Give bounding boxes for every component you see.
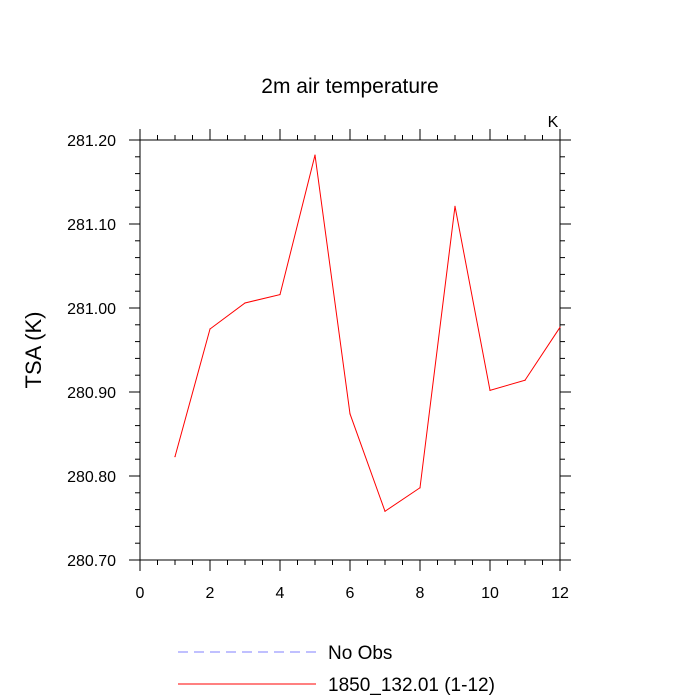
- axis-ticks: [129, 129, 571, 571]
- data-point: [524, 379, 526, 381]
- x-tick-label: 0: [136, 585, 145, 602]
- y-tick-label: 280.70: [67, 553, 116, 570]
- data-point: [559, 326, 561, 328]
- plot-frame: [139, 139, 561, 561]
- x-tick-label: 10: [481, 585, 499, 602]
- y-tick-label: 281.00: [67, 301, 116, 318]
- data-point: [489, 389, 491, 391]
- data-point: [419, 487, 421, 489]
- chart-title: 2m air temperature: [261, 75, 438, 98]
- x-tick-label: 6: [346, 585, 355, 602]
- y-tick-label: 281.10: [67, 217, 116, 234]
- series-line-1: [174, 154, 561, 513]
- data-point: [384, 510, 386, 512]
- data-point: [349, 413, 351, 415]
- legend: No Obs 1850_132.01 (1-12): [178, 643, 495, 696]
- legend-label-1: 1850_132.01 (1-12): [328, 675, 495, 696]
- x-tick-label: 8: [416, 585, 425, 602]
- data-point: [209, 328, 211, 330]
- data-point: [244, 302, 246, 304]
- y-tick-label: 280.80: [67, 469, 116, 486]
- series-layer: [174, 154, 561, 513]
- axis-tick-labels: 0 2 4 6 8 10 12 280.70 280.80 280.90 281.00 281.10 2…: [67, 133, 569, 602]
- x-tick-label: 12: [551, 585, 569, 602]
- y-axis-label: TSA (K): [21, 311, 46, 388]
- y-tick-label: 281.20: [67, 133, 116, 150]
- data-point: [174, 456, 176, 458]
- data-point: [314, 154, 316, 156]
- data-point: [454, 205, 456, 207]
- x-tick-label: 2: [206, 585, 215, 602]
- y-tick-label: 280.90: [67, 385, 116, 402]
- units-label: K: [548, 114, 559, 131]
- data-point: [279, 293, 281, 296]
- x-tick-label: 4: [276, 585, 285, 602]
- legend-label-0: No Obs: [328, 643, 392, 664]
